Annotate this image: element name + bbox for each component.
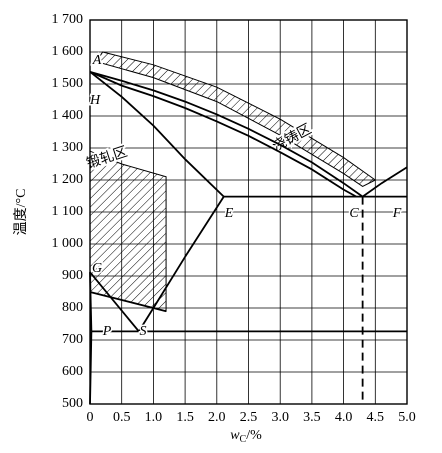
phase-line xyxy=(138,196,225,332)
y-tick-label: 1 200 xyxy=(52,172,84,187)
x-tick-label: 3.0 xyxy=(271,410,289,425)
y-tick-label: 1 400 xyxy=(52,108,84,123)
x-axis-unit: /% xyxy=(246,428,262,443)
x-tick-label: 5.0 xyxy=(398,410,416,425)
y-tick-label: 1 300 xyxy=(52,140,84,155)
y-tick-label: 900 xyxy=(62,268,83,283)
x-tick-label: 1.0 xyxy=(145,410,163,425)
x-tick-label: 2.0 xyxy=(208,410,226,425)
point-label: C xyxy=(349,206,359,221)
hatched-region xyxy=(95,51,377,187)
x-tick-label: 3.5 xyxy=(303,410,321,425)
phase-line xyxy=(89,71,357,198)
x-axis-title: wC/% xyxy=(230,428,262,445)
phase-line xyxy=(89,71,225,198)
x-tick-label: 0 xyxy=(87,410,94,425)
point-label: S xyxy=(140,324,147,339)
point-label: G xyxy=(92,261,102,276)
point-label: H xyxy=(89,93,101,108)
phase-line xyxy=(89,271,140,332)
x-tick-label: 4.0 xyxy=(335,410,353,425)
point-label: P xyxy=(102,324,112,339)
point-label: F xyxy=(392,206,402,221)
y-tick-label: 700 xyxy=(62,332,83,347)
y-tick-label: 1 600 xyxy=(52,44,84,59)
x-axis-subscript: C xyxy=(240,434,247,445)
phase-line xyxy=(362,166,408,198)
point-label: A xyxy=(92,53,102,68)
point-label: E xyxy=(224,206,234,221)
y-tick-label: 800 xyxy=(62,300,83,315)
x-tick-label: 4.5 xyxy=(367,410,385,425)
y-tick-label: 1 500 xyxy=(52,76,84,91)
phase-line xyxy=(89,291,167,313)
plot-frame xyxy=(89,19,408,405)
y-tick-label: 1 700 xyxy=(52,12,84,27)
phase-line xyxy=(89,70,364,198)
y-tick-label: 1 100 xyxy=(52,204,84,219)
x-tick-label: 1.5 xyxy=(176,410,194,425)
x-tick-label: 0.5 xyxy=(113,410,131,425)
y-tick-label: 600 xyxy=(62,364,83,379)
x-tick-label: 2.5 xyxy=(240,410,258,425)
y-tick-label: 500 xyxy=(62,396,83,411)
y-axis-title: 温度/°C xyxy=(13,189,29,236)
y-tick-label: 1 000 xyxy=(52,236,84,251)
x-axis-symbol: w xyxy=(230,428,240,443)
